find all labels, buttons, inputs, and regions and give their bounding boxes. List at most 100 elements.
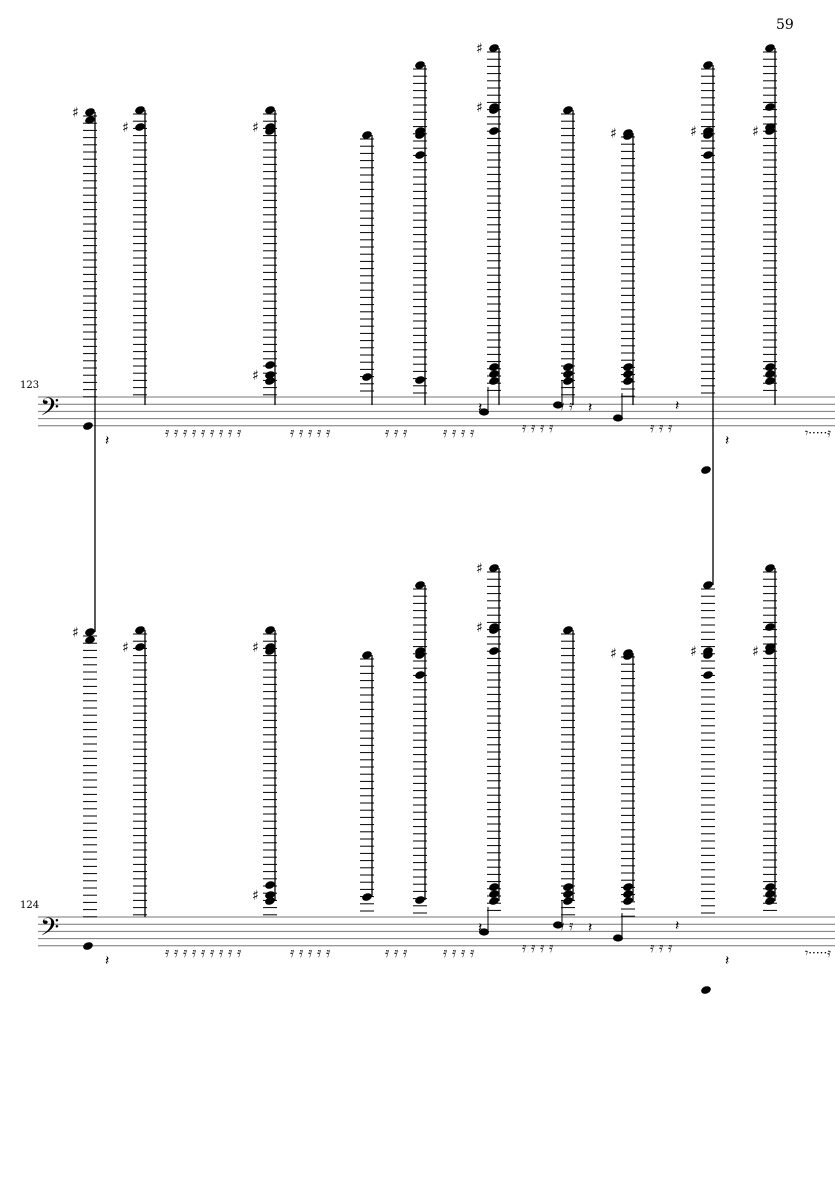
- rest-icon: 𝄿: [237, 945, 242, 961]
- rest-icon: 𝄿: [540, 940, 545, 956]
- rest-icon: 𝄿: [385, 945, 390, 961]
- note-head: [765, 890, 775, 898]
- note-head: [83, 942, 93, 950]
- note-head: [362, 651, 372, 659]
- rest-icon: 𝄿: [668, 940, 673, 956]
- measure-number: 124: [20, 900, 40, 911]
- bass-clef-icon: 𝄢: [40, 393, 59, 428]
- note-head: [265, 897, 275, 905]
- rest-icon: 𝄽: [478, 920, 482, 936]
- note-head: [362, 131, 372, 139]
- note-head: [703, 61, 713, 69]
- rest-icon: 𝄿: [183, 425, 188, 441]
- page-number: 59: [776, 17, 794, 33]
- rest-icon: 𝄿: [308, 945, 313, 961]
- sharp-icon: ♯: [752, 644, 759, 660]
- note-head: [489, 370, 499, 378]
- note-head: [489, 897, 499, 905]
- note-head: [415, 151, 425, 159]
- sharp-icon: ♯: [476, 41, 483, 57]
- rest-icon: 𝄿: [237, 425, 242, 441]
- note-head: [85, 628, 95, 636]
- rest-icon: 𝄿: [443, 425, 448, 441]
- sharp-icon: ♯: [476, 100, 483, 116]
- note-head: [765, 377, 775, 385]
- rest-icon: 𝄿: [659, 420, 664, 436]
- note-head: [553, 921, 563, 929]
- sharp-icon: ♯: [252, 640, 259, 656]
- rest-icon: 𝄽: [105, 433, 109, 449]
- rest-icon: 𝄽: [725, 433, 729, 449]
- note-head: [489, 626, 499, 634]
- note-head: [703, 671, 713, 679]
- note-head: [265, 377, 275, 385]
- note-head: [85, 116, 95, 124]
- rest-icon: 𝄽: [675, 398, 679, 414]
- rest-icon: 𝄿: [290, 425, 295, 441]
- rest-icon: 𝄿: [317, 425, 322, 441]
- rest-icon: 𝄿: [522, 940, 527, 956]
- sharp-icon: ♯: [122, 640, 129, 656]
- rest-icon: 𝄿: [461, 945, 466, 961]
- note-head: [765, 883, 775, 891]
- note-head: [479, 408, 489, 416]
- rest-icon: 𝄿: [174, 425, 179, 441]
- note-head: [765, 363, 775, 371]
- rest-icon: 𝄿: [560, 398, 565, 414]
- rest-icon: 𝄿: [326, 945, 331, 961]
- rest-icon: 𝄿: [326, 425, 331, 441]
- note-head: [489, 883, 499, 891]
- sharp-icon: ♯: [72, 625, 79, 641]
- rest-icon: 𝄿: [201, 945, 206, 961]
- note-head: [265, 127, 275, 135]
- rest-icon: 𝄿: [540, 420, 545, 436]
- note-head: [265, 371, 275, 379]
- note-head: [135, 643, 145, 651]
- note-head: [623, 370, 633, 378]
- note-head: [265, 626, 275, 634]
- rest-icon: 𝄿: [470, 425, 475, 441]
- rest-icon: 𝄿: [452, 945, 457, 961]
- note-head: [489, 890, 499, 898]
- note-head: [362, 373, 372, 381]
- rest-icon: 𝄿: [531, 940, 536, 956]
- bass-clef-icon: 𝄢: [40, 913, 59, 948]
- rest-icon: 𝄿: [549, 940, 554, 956]
- rest-icon: 𝄿: [668, 420, 673, 436]
- note-head: [85, 108, 95, 116]
- rest-icon: 𝄿: [165, 945, 170, 961]
- note-head: [415, 376, 425, 384]
- note-head: [415, 131, 425, 139]
- note-head: [703, 151, 713, 159]
- rest-icon: 𝄿: [403, 425, 408, 441]
- rest-icon: 𝄿: [210, 425, 215, 441]
- note-head: [265, 106, 275, 114]
- rest-icon: 𝄿: [201, 425, 206, 441]
- sharp-icon: ♯: [752, 124, 759, 140]
- note-head: [563, 890, 573, 898]
- rest-icon: 𝄿: [317, 945, 322, 961]
- note-head: [623, 363, 633, 371]
- note-head: [135, 123, 145, 131]
- note-head: [765, 623, 775, 631]
- note-head: [479, 928, 489, 936]
- rest-icon: 𝄽: [675, 918, 679, 934]
- rest-icon: 𝄽: [725, 953, 729, 969]
- sharp-icon: ♯: [252, 888, 259, 904]
- note-head: [563, 106, 573, 114]
- rest-icon: 𝄾·····𝄿: [805, 426, 831, 440]
- rest-icon: 𝄿: [228, 425, 233, 441]
- rest-icon: 𝄿: [569, 398, 574, 414]
- note-head: [489, 106, 499, 114]
- note-head: [613, 934, 623, 942]
- note-head: [489, 647, 499, 655]
- note-head: [623, 132, 633, 140]
- sharp-icon: ♯: [690, 124, 697, 140]
- note-head: [563, 626, 573, 634]
- note-head: [489, 44, 499, 52]
- rest-icon: 𝄿: [385, 425, 390, 441]
- note-head: [765, 647, 775, 655]
- rest-icon: 𝄿: [290, 945, 295, 961]
- note-head: [489, 127, 499, 135]
